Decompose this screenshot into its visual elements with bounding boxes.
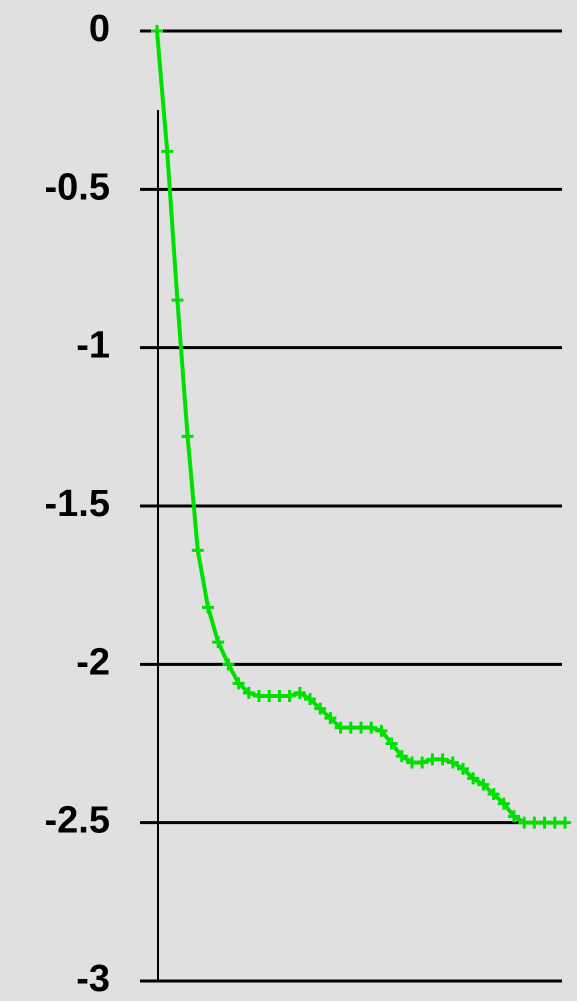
- point-marker: [151, 25, 163, 37]
- point-marker: [508, 810, 520, 823]
- point-marker: [487, 788, 500, 801]
- y-tick-label: -2.5: [45, 800, 110, 842]
- point-marker: [283, 690, 296, 702]
- point-marker: [528, 816, 541, 829]
- point-marker: [273, 690, 286, 702]
- point-marker: [497, 797, 510, 810]
- point-marker: [385, 737, 398, 750]
- point-marker: [406, 756, 418, 769]
- point-marker: [344, 721, 357, 734]
- point-marker: [426, 753, 439, 766]
- y-tick-label: 0: [89, 8, 110, 50]
- y-tick-label: -3: [76, 958, 110, 1000]
- point-marker: [365, 721, 378, 734]
- point-marker: [293, 686, 306, 699]
- point-marker: [181, 430, 194, 443]
- point-marker: [314, 702, 327, 715]
- point-marker: [324, 712, 337, 725]
- point-marker: [395, 750, 408, 763]
- point-marker: [212, 636, 225, 649]
- point-marker: [304, 693, 316, 706]
- point-marker: [375, 724, 388, 737]
- point-marker: [242, 686, 255, 699]
- point-marker: [161, 145, 174, 158]
- y-tick-label: -1: [76, 325, 110, 367]
- point-marker: [446, 756, 459, 769]
- point-marker: [548, 816, 561, 829]
- point-marker: [457, 762, 469, 775]
- point-marker: [191, 544, 204, 557]
- point-marker: [253, 690, 265, 702]
- y-tick-label: -0.5: [45, 166, 110, 208]
- point-marker: [518, 816, 531, 829]
- point-marker: [171, 294, 184, 307]
- point-marker: [559, 816, 571, 829]
- point-marker: [355, 721, 367, 734]
- point-marker: [436, 753, 449, 766]
- point-marker: [222, 658, 235, 671]
- point-marker: [467, 772, 480, 785]
- point-marker: [538, 816, 551, 829]
- y-tick-label: -1.5: [45, 483, 110, 525]
- point-marker: [202, 601, 214, 614]
- point-marker: [477, 778, 490, 791]
- point-marker: [263, 690, 276, 702]
- point-marker: [334, 721, 347, 734]
- y-tick-label: -2: [76, 641, 110, 683]
- point-marker: [232, 677, 245, 690]
- point-marker: [416, 756, 429, 769]
